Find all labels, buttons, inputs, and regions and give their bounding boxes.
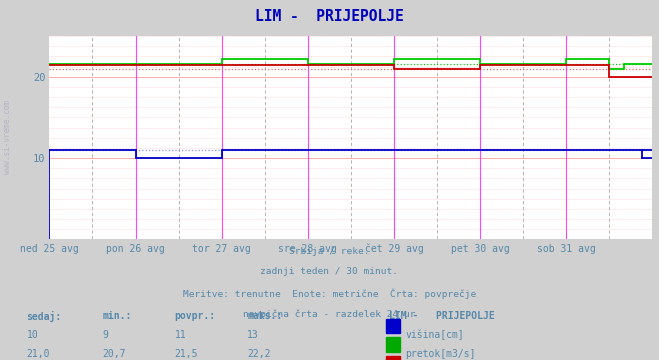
- Text: 21,0: 21,0: [26, 349, 50, 359]
- Text: 21,5: 21,5: [175, 349, 198, 359]
- Text: 22,2: 22,2: [247, 349, 271, 359]
- Text: pretok[m3/s]: pretok[m3/s]: [405, 349, 476, 359]
- Text: povpr.:: povpr.:: [175, 311, 215, 321]
- Text: 10: 10: [26, 330, 38, 340]
- Text: 20,7: 20,7: [102, 349, 126, 359]
- Text: 13: 13: [247, 330, 259, 340]
- Text: LIM -  PRIJEPOLJE: LIM - PRIJEPOLJE: [255, 9, 404, 24]
- Text: zadnji teden / 30 minut.: zadnji teden / 30 minut.: [260, 267, 399, 276]
- Text: LIM -   PRIJEPOLJE: LIM - PRIJEPOLJE: [389, 311, 494, 321]
- Text: navpična črta - razdelek 24 ur: navpična črta - razdelek 24 ur: [243, 309, 416, 319]
- Text: 9: 9: [102, 330, 108, 340]
- Text: Srbija / reke.: Srbija / reke.: [289, 247, 370, 256]
- Text: min.:: min.:: [102, 311, 132, 321]
- Text: sedaj:: sedaj:: [26, 311, 61, 323]
- Text: višina[cm]: višina[cm]: [405, 330, 464, 341]
- Text: maks.:: maks.:: [247, 311, 282, 321]
- Text: Meritve: trenutne  Enote: metrične  Črta: povprečje: Meritve: trenutne Enote: metrične Črta: …: [183, 288, 476, 299]
- Text: www.si-vreme.com: www.si-vreme.com: [3, 100, 13, 174]
- Text: 11: 11: [175, 330, 186, 340]
